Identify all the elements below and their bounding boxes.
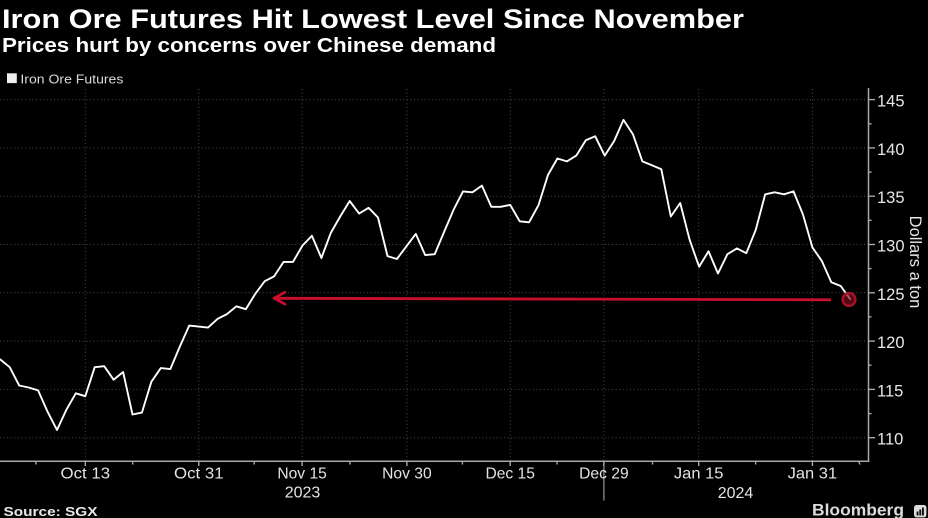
- svg-text:Iron Ore Futures: Iron Ore Futures: [20, 72, 124, 87]
- svg-text:140: 140: [877, 141, 905, 159]
- svg-text:135: 135: [877, 189, 905, 207]
- svg-text:Nov 15: Nov 15: [277, 466, 327, 483]
- svg-text:Bloomberg: Bloomberg: [812, 502, 904, 518]
- svg-text:Jan 31: Jan 31: [788, 466, 838, 483]
- svg-text:Nov 30: Nov 30: [382, 466, 432, 483]
- svg-text:Iron Ore Futures Hit Lowest Le: Iron Ore Futures Hit Lowest Level Since …: [2, 4, 744, 34]
- svg-text:Oct 13: Oct 13: [61, 466, 111, 483]
- svg-text:110: 110: [877, 431, 903, 449]
- svg-text:Dec 15: Dec 15: [485, 466, 535, 483]
- svg-text:2024: 2024: [718, 485, 754, 502]
- svg-text:Jan 15: Jan 15: [674, 466, 724, 483]
- svg-text:Dec 29: Dec 29: [579, 466, 629, 483]
- svg-text:Oct 31: Oct 31: [174, 466, 224, 483]
- svg-text:2023: 2023: [285, 485, 321, 502]
- svg-text:120: 120: [877, 334, 905, 352]
- svg-text:115: 115: [877, 382, 903, 400]
- svg-text:125: 125: [877, 286, 905, 304]
- svg-text:Dollars a ton: Dollars a ton: [906, 216, 924, 309]
- svg-text:Prices hurt by concerns over C: Prices hurt by concerns over Chinese dem…: [2, 35, 496, 57]
- svg-text:130: 130: [877, 238, 905, 256]
- svg-text:Source: SGX: Source: SGX: [4, 505, 99, 518]
- svg-text:145: 145: [877, 93, 905, 111]
